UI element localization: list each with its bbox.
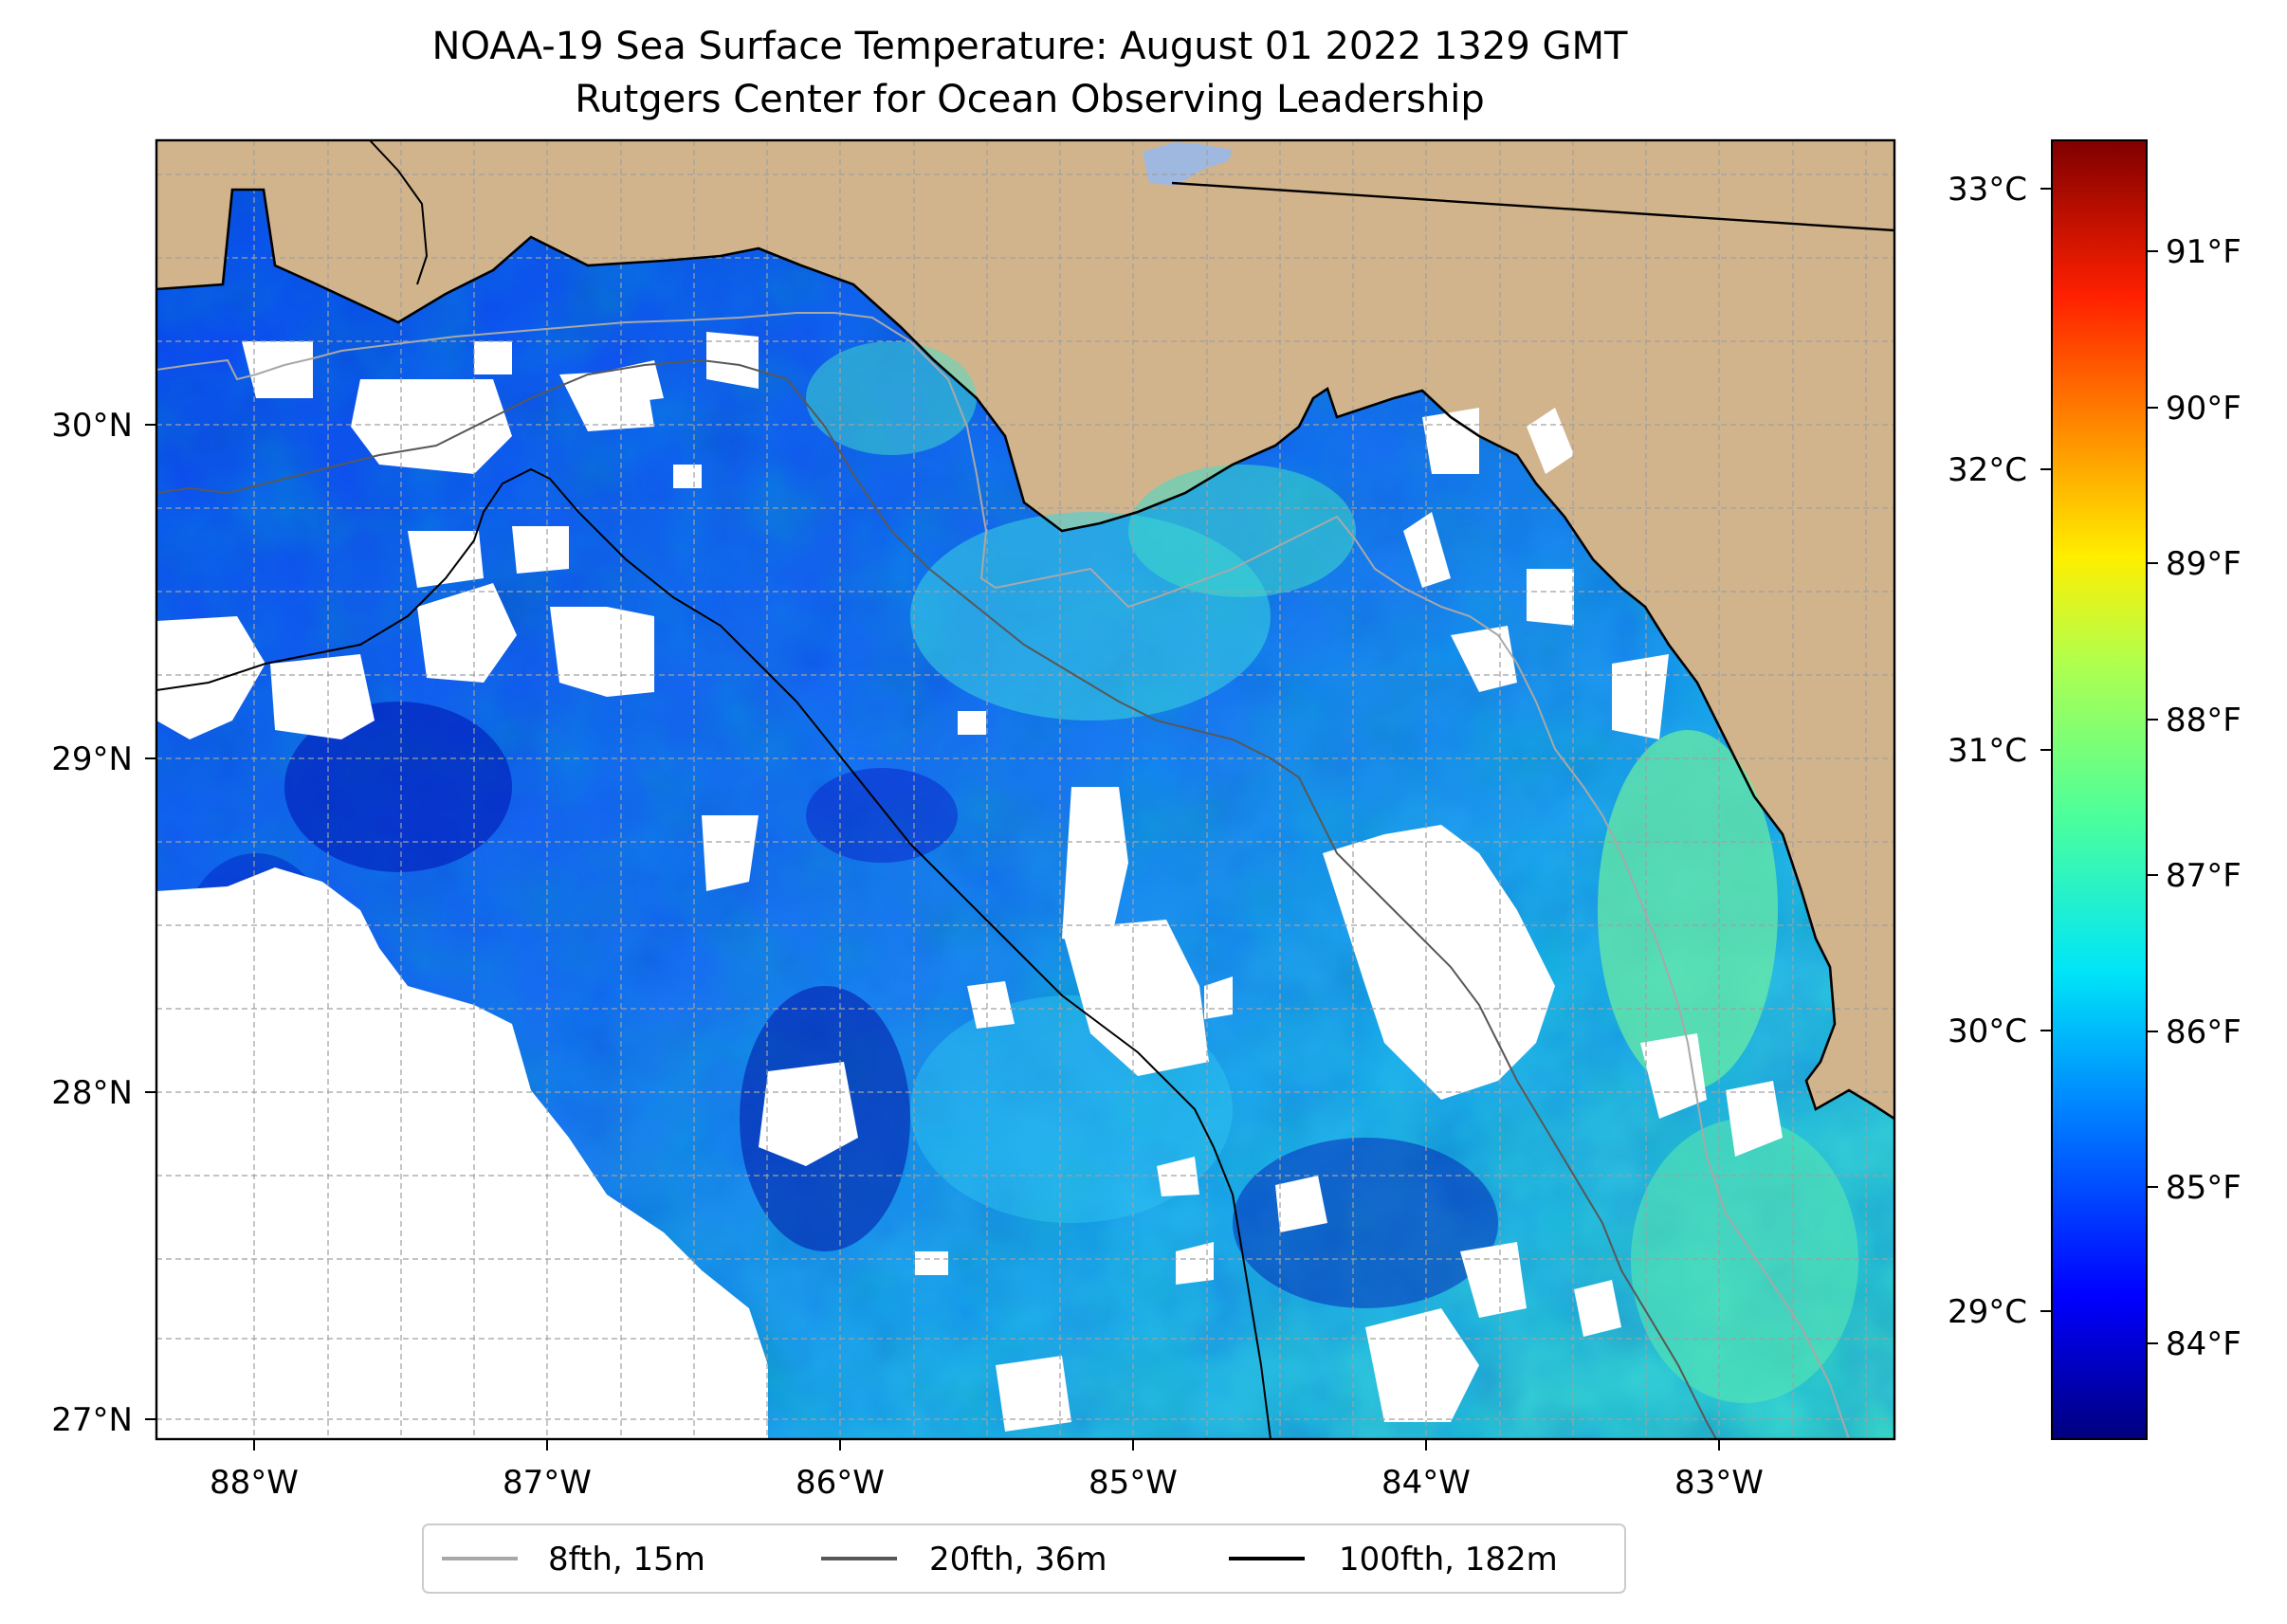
celsius-label: 31°C [1948, 732, 2027, 770]
fahrenheit-label: 89°F [2166, 545, 2241, 583]
celsius-label: 30°C [1948, 1013, 2027, 1050]
legend-label: 20fth, 36m [929, 1541, 1107, 1578]
legend-box [422, 1524, 1626, 1594]
lat-label: 29°N [51, 740, 133, 778]
legend-item: 8fth, 15m [442, 1541, 705, 1578]
legend-item: 100fth, 182m [1229, 1541, 1558, 1578]
lat-label: 27°N [51, 1401, 133, 1439]
legend-label: 100fth, 182m [1339, 1541, 1558, 1578]
map-frame [155, 138, 1896, 1441]
lon-label: 85°W [1089, 1464, 1178, 1502]
latitude-labels: 30°N 29°N 28°N 27°N [51, 407, 133, 1439]
coastline [156, 188, 1894, 1121]
colorbar-celsius-labels: 33°C 32°C 31°C 30°C 29°C [1948, 171, 2027, 1331]
celsius-label: 29°C [1948, 1293, 2027, 1331]
isobath-20fth-36m [156, 358, 1717, 1439]
gridlines [156, 140, 1894, 1439]
celsius-label: 33°C [1948, 171, 2027, 209]
celsius-label: 32°C [1948, 451, 2027, 489]
map-panel [156, 140, 1894, 1439]
fahrenheit-label: 85°F [2166, 1169, 2241, 1207]
sea-surface-temperature-texture [156, 190, 1894, 1439]
fahrenheit-label: 90°F [2166, 390, 2241, 428]
axis-ticks [145, 424, 1720, 1451]
lon-label: 88°W [210, 1464, 299, 1502]
state-border [1171, 181, 1894, 232]
colorbar: 33°C 32°C 31°C 30°C 29°C 91°F 90°F 89°F … [1948, 139, 2241, 1440]
fahrenheit-label: 87°F [2166, 857, 2241, 895]
colorbar-fahrenheit-ticks [2147, 250, 2158, 1344]
longitude-labels: 88°W 87°W 86°W 85°W 84°W 83°W [210, 1464, 1764, 1502]
colorbar-celsius-ticks [2040, 188, 2052, 1312]
lon-label: 83°W [1674, 1464, 1764, 1502]
colorbar-fahrenheit-labels: 91°F 90°F 89°F 88°F 87°F 86°F 85°F 84°F [2166, 233, 2241, 1363]
isobath-100fth-182m [156, 467, 1272, 1439]
isobath-legend: 8fth, 15m 20fth, 36m 100fth, 182m [422, 1524, 1626, 1594]
lon-label: 86°W [796, 1464, 885, 1502]
legend-label: 8fth, 15m [548, 1541, 705, 1578]
fahrenheit-label: 91°F [2166, 233, 2241, 271]
lat-label: 28°N [51, 1074, 133, 1112]
fahrenheit-label: 84°F [2166, 1325, 2241, 1363]
colorbar-gradient [2051, 139, 2148, 1440]
inland-border [369, 140, 429, 285]
lon-label: 87°W [503, 1464, 592, 1502]
legend-item: 20fth, 36m [821, 1541, 1107, 1578]
isobath-8fth-15m [156, 312, 1850, 1439]
fahrenheit-label: 88°F [2166, 702, 2241, 739]
lat-label: 30°N [51, 407, 133, 445]
warm-water-patches [806, 341, 1858, 1403]
title-line-1: NOAA-19 Sea Surface Temperature: August … [432, 25, 1628, 68]
lon-label: 84°W [1381, 1464, 1471, 1502]
title-line-2: Rutgers Center for Ocean Observing Leade… [575, 78, 1485, 121]
fahrenheit-label: 86°F [2166, 1013, 2241, 1051]
